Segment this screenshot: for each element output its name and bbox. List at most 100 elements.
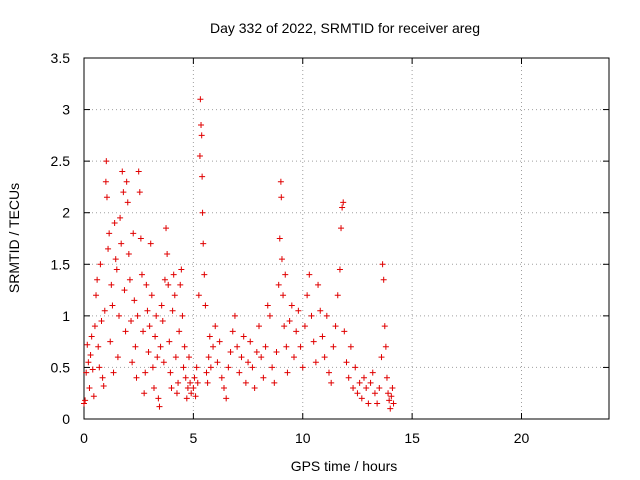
data-point	[151, 385, 157, 392]
data-point	[103, 158, 110, 165]
data-point	[278, 194, 285, 201]
data-point	[207, 364, 214, 371]
data-point	[367, 379, 374, 386]
data-point	[365, 400, 372, 407]
data-point	[106, 230, 113, 237]
data-point	[379, 261, 386, 268]
chart-title: Day 332 of 2022, SRMTID for receiver are…	[210, 20, 480, 36]
data-point	[284, 369, 291, 376]
data-point	[179, 312, 186, 319]
data-point	[380, 276, 387, 283]
data-point	[91, 323, 98, 330]
data-point	[271, 379, 278, 386]
data-point	[299, 364, 306, 371]
data-point	[144, 307, 151, 314]
data-point	[181, 343, 188, 350]
data-point	[113, 266, 120, 273]
data-point	[194, 379, 201, 386]
data-point	[223, 395, 230, 402]
data-point	[133, 374, 140, 381]
data-point	[295, 307, 302, 314]
data-point	[332, 323, 339, 330]
data-point	[121, 287, 128, 294]
data-point	[200, 240, 207, 247]
data-point	[338, 225, 345, 232]
data-point	[218, 374, 225, 381]
data-point	[119, 168, 126, 175]
x-axis-label: GPS time / hours	[291, 458, 398, 474]
axis-ticks	[83, 57, 609, 420]
data-points	[81, 96, 397, 412]
data-point	[83, 369, 90, 376]
data-point	[114, 354, 121, 361]
data-point	[177, 281, 184, 288]
data-point	[277, 178, 284, 185]
data-point	[358, 395, 365, 402]
data-point	[383, 374, 390, 381]
data-point	[343, 359, 350, 366]
data-point	[96, 364, 103, 371]
data-point	[94, 276, 101, 283]
data-point	[216, 338, 223, 345]
data-point	[310, 338, 317, 345]
data-point	[102, 178, 109, 185]
data-point	[381, 323, 388, 330]
data-point	[227, 348, 234, 355]
data-point	[251, 385, 258, 392]
data-point	[122, 328, 129, 335]
data-point	[288, 302, 295, 309]
data-point	[281, 323, 288, 330]
data-point	[160, 359, 167, 366]
data-point	[143, 281, 150, 288]
data-point	[341, 328, 348, 335]
data-point	[123, 178, 130, 185]
data-point	[297, 343, 304, 350]
data-point	[84, 341, 91, 348]
data-point	[147, 240, 154, 247]
data-point	[280, 292, 287, 299]
data-point	[273, 348, 280, 355]
y-tick-label: 3.5	[51, 50, 71, 66]
data-point	[266, 312, 273, 319]
data-point	[389, 385, 396, 392]
y-tick-label: 0	[62, 411, 70, 427]
data-point	[155, 395, 162, 402]
data-point	[386, 397, 393, 404]
data-point	[336, 266, 343, 273]
data-point	[157, 343, 164, 350]
data-point	[283, 343, 290, 350]
data-point	[269, 364, 276, 371]
data-point	[149, 364, 156, 371]
y-tick-label: 2.5	[51, 153, 71, 169]
data-point	[136, 189, 143, 196]
data-point	[99, 374, 106, 381]
data-point	[221, 385, 227, 392]
data-point	[86, 385, 93, 392]
y-tick-label: 1.5	[51, 256, 71, 272]
data-point	[282, 271, 289, 278]
data-point	[203, 369, 210, 376]
data-point	[154, 354, 161, 361]
data-point	[363, 385, 370, 392]
data-point	[286, 318, 293, 325]
data-point	[306, 271, 313, 278]
data-point	[202, 302, 209, 309]
y-tick-labels: 0 0.5 1 1.5 2 2.5 3 3.5	[51, 50, 71, 427]
data-point	[199, 173, 206, 180]
data-point	[130, 230, 137, 237]
data-point	[334, 292, 341, 299]
data-point	[291, 354, 297, 361]
data-point	[198, 122, 205, 129]
data-point	[108, 281, 115, 288]
data-point	[88, 333, 95, 340]
x-tick-label: 20	[514, 430, 530, 446]
data-point	[199, 209, 206, 216]
data-point	[97, 261, 104, 268]
data-point	[249, 364, 256, 371]
data-point	[171, 292, 178, 299]
data-point	[82, 397, 89, 404]
y-tick-label: 2	[62, 205, 70, 221]
data-point	[214, 359, 221, 366]
data-point	[225, 364, 232, 371]
x-tick-label: 15	[404, 430, 420, 446]
